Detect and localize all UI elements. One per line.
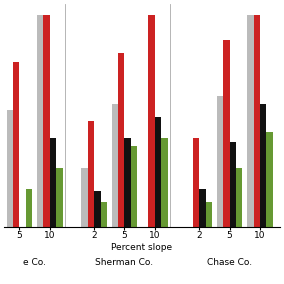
- Bar: [199, 189, 206, 227]
- Bar: [217, 95, 223, 227]
- Bar: [94, 191, 101, 227]
- Bar: [254, 15, 260, 227]
- Bar: [131, 147, 137, 227]
- Bar: [56, 168, 62, 227]
- Bar: [193, 138, 199, 227]
- Bar: [161, 138, 168, 227]
- Bar: [155, 117, 161, 227]
- Bar: [229, 142, 236, 227]
- Text: e Co.: e Co.: [23, 258, 46, 267]
- Bar: [236, 168, 243, 227]
- Bar: [112, 104, 118, 227]
- Bar: [26, 189, 32, 227]
- Bar: [88, 121, 94, 227]
- Bar: [124, 138, 131, 227]
- Bar: [37, 15, 43, 227]
- Bar: [149, 15, 155, 227]
- Bar: [43, 15, 50, 227]
- Bar: [118, 53, 124, 227]
- Bar: [81, 168, 88, 227]
- Bar: [247, 15, 254, 227]
- Bar: [260, 104, 266, 227]
- Text: Chase Co.: Chase Co.: [207, 258, 252, 267]
- X-axis label: Percent slope: Percent slope: [111, 243, 173, 252]
- Bar: [266, 131, 273, 227]
- Bar: [101, 202, 107, 227]
- Bar: [7, 110, 13, 227]
- Text: Sherman Co.: Sherman Co.: [95, 258, 154, 267]
- Bar: [206, 202, 212, 227]
- Bar: [13, 62, 19, 227]
- Bar: [223, 40, 229, 227]
- Bar: [50, 138, 56, 227]
